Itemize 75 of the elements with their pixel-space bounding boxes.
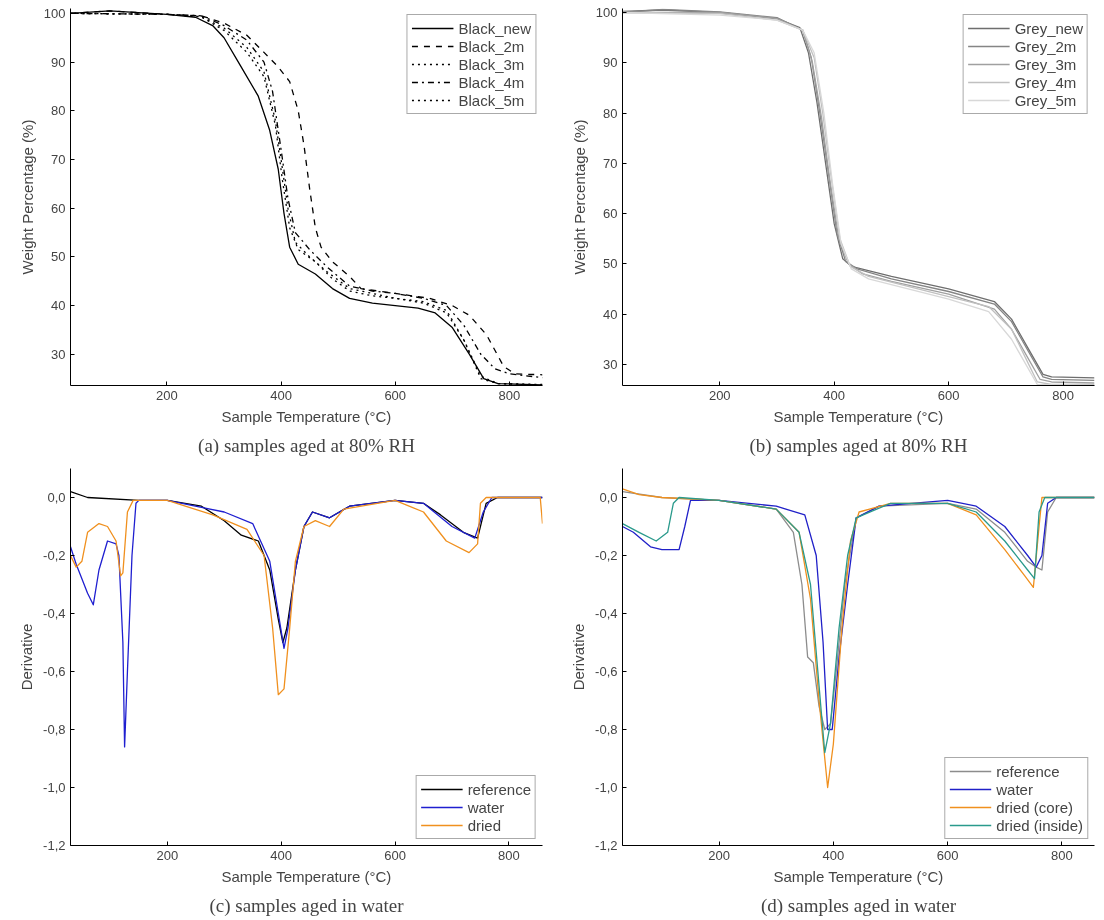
legend-label: reference [996,762,1060,780]
y-tick-label: 70 [51,151,66,167]
y-tick-label: 70 [603,155,618,171]
legend-label: Black_new [458,19,531,37]
x-axis-title: Sample Temperature (°C) [221,407,392,425]
y-tick-label: -0,2 [43,548,66,563]
y-tick-label: 60 [603,206,618,222]
x-axis-title: Sample Temperature (°C) [221,867,392,885]
y-tick-label: -0,6 [43,664,66,679]
y-axis-title: Weight Percentage (%) [18,119,36,275]
x-tick-label: 600 [384,387,407,403]
legend-label: dried (core) [996,798,1073,816]
x-tick-label: 800 [1051,847,1073,863]
x-tick-label: 600 [384,847,406,863]
x-tick-label: 400 [270,847,293,863]
legend-label: water [467,798,505,816]
legend-label: Black_4m [458,73,525,91]
x-tick-label: 200 [156,847,179,863]
legend-label: dried (inside) [996,816,1083,834]
legend-label: Grey_4m [1014,73,1077,91]
y-tick-label: 60 [51,200,66,216]
y-tick-label: 30 [51,346,66,362]
y-tick-label: 50 [51,249,66,265]
y-tick-label: -1,2 [43,838,66,853]
y-tick-label: 80 [603,105,618,121]
x-tick-label: 800 [498,387,521,403]
y-tick-label: -0,2 [595,548,618,563]
x-tick-label: 400 [823,387,846,403]
legend-label: Grey_5m [1014,91,1077,109]
x-tick-label: 400 [822,847,845,863]
legend-label: Grey_2m [1014,37,1077,55]
y-tick-label: 50 [603,256,618,272]
y-tick-label: -0,4 [595,606,618,621]
legend-label: Black_5m [458,91,525,109]
legend-label: Grey_new [1014,19,1083,37]
x-tick-label: 200 [708,847,730,863]
legend-label: dried [467,816,501,834]
y-axis-title: Derivative [18,623,36,691]
x-tick-label: 600 [937,387,960,403]
y-tick-label: 40 [603,306,618,322]
y-axis-title: Weight Percentage (%) [570,119,588,275]
y-tick-label: 0,0 [47,490,66,505]
legend-label: water [996,780,1033,798]
x-tick-label: 800 [498,847,520,863]
y-tick-label: -0,8 [595,722,618,737]
legend-label: Black_2m [458,37,525,55]
legend-label: reference [467,780,531,798]
y-tick-label: -0,6 [595,664,618,679]
y-tick-label: -1,2 [595,838,618,853]
text: (d) samples aged in water [760,894,957,917]
y-tick-label: 0,0 [599,490,618,505]
y-tick-label: 100 [595,5,618,21]
x-tick-label: 600 [936,847,959,863]
x-tick-label: 800 [1052,387,1074,403]
text: (b) samples aged at 80% RH [749,434,968,457]
legend-label: Grey_3m [1014,55,1077,73]
y-tick-label: 30 [603,356,618,372]
x-tick-label: 400 [270,387,292,403]
x-tick-label: 200 [708,387,731,403]
y-tick-label: 90 [603,55,618,71]
y-tick-label: -1,0 [595,780,618,795]
y-tick-label: -0,4 [43,606,66,621]
x-axis-title: Sample Temperature (°C) [773,867,944,885]
x-axis-title: Sample Temperature (°C) [773,407,944,425]
y-tick-label: 80 [51,103,66,119]
text: (a) samples aged at 80% RH [198,434,416,457]
y-tick-label: 90 [51,54,66,70]
y-tick-label: -1,0 [43,780,66,795]
y-tick-label: 40 [51,298,66,314]
y-tick-label: -0,8 [43,722,66,737]
x-tick-label: 200 [156,387,178,403]
y-tick-label: 100 [43,5,66,21]
legend-label: Black_3m [458,55,525,73]
y-axis-title: Derivative [570,623,588,691]
text: (c) samples aged in water [209,894,405,917]
